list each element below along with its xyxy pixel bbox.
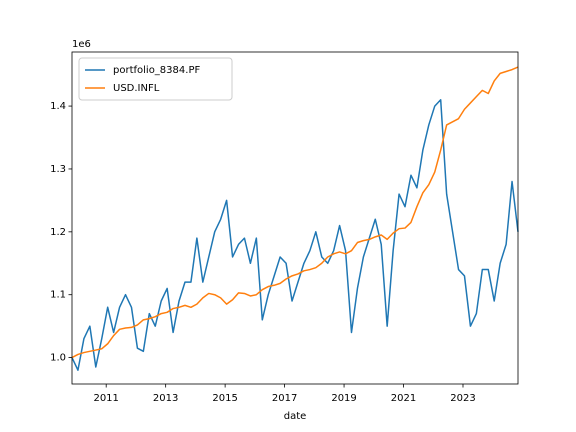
x-tick-label: 2015 [212,393,237,404]
offset-label: 1e6 [72,39,91,50]
axes-frame [71,51,519,385]
x-tick-label: 2023 [450,393,475,404]
x-tick-label: 2021 [391,393,416,404]
y-tick-label: 1.2 [50,227,66,238]
x-axis-label: date [284,411,307,422]
y-tick-label: 1.1 [50,290,66,301]
legend-label: USD.INFL [113,83,160,94]
y-tick-label: 1.3 [50,164,66,175]
y-tick-label: 1.0 [50,353,66,364]
y-tick-label: 1.4 [50,101,66,112]
x-tick-label: 2013 [153,393,178,404]
series-line [71,99,519,371]
x-tick-label: 2019 [331,393,356,404]
legend-label: portfolio_8384.PF [113,65,200,76]
x-tick-label: 2011 [93,393,118,404]
legend-box [78,57,233,101]
x-tick-label: 2017 [272,393,297,404]
series-line [71,66,519,359]
